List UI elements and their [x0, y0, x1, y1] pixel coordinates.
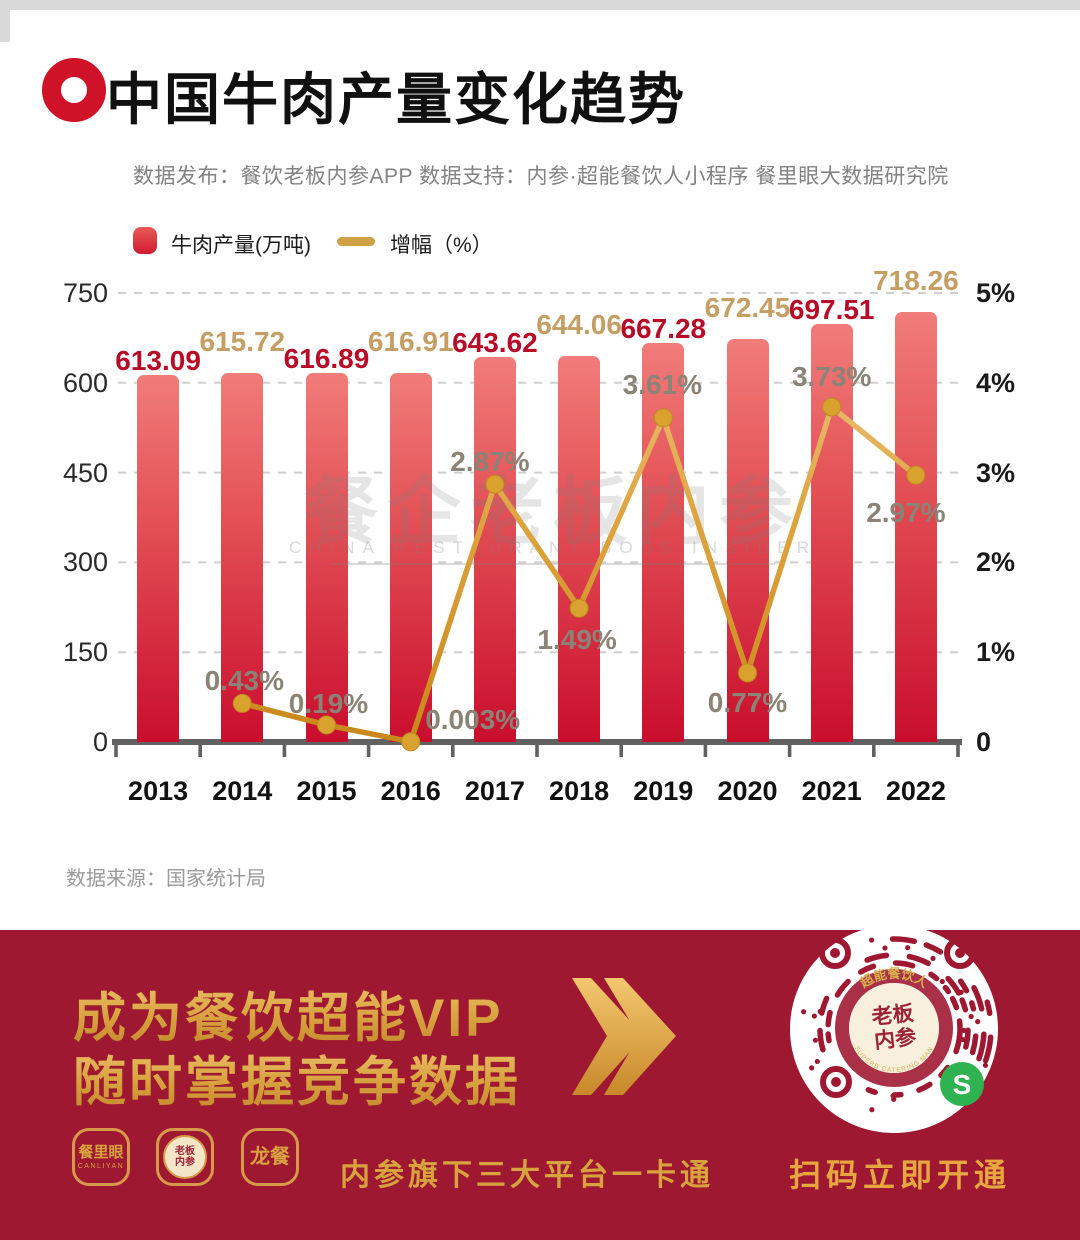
legend-line-swatch — [337, 237, 375, 246]
brand-ring-icon — [42, 58, 106, 122]
right-axis-tick-2%: 2% — [976, 547, 1016, 578]
page-subtitle: 数据发布：餐饮老板内参APP 数据支持：内参·超能餐饮人小程序 餐里眼大数据研究… — [133, 165, 949, 188]
app-logo-canliyan-label: 餐里眼 — [78, 1144, 124, 1161]
seal-emblem-icon: 老板 内参 — [163, 1135, 207, 1179]
growth-label-2019: 3.61% — [622, 368, 702, 400]
app-logo-longcan-label: 龙餐 — [250, 1145, 290, 1168]
left-axis-tick-300: 300 — [62, 547, 108, 578]
growth-label-2016: 0.003% — [425, 703, 521, 735]
growth-label-2022: 2.97% — [866, 497, 946, 529]
bar-2013 — [137, 374, 180, 742]
left-axis-tick-600: 600 — [62, 367, 108, 398]
platforms-caption: 内参旗下三大平台一卡通 — [340, 1159, 714, 1192]
legend-line-label: 增幅（%） — [390, 234, 493, 257]
watermark-subtext: CHINA RESTAURANT BOSS INSIDER — [289, 538, 817, 557]
x-axis-label-2017: 2017 — [464, 776, 525, 806]
x-axis-label-2020: 2020 — [717, 776, 778, 806]
bar-value-label-2015: 616.89 — [283, 342, 370, 374]
right-axis-tick-4%: 4% — [976, 367, 1016, 398]
screenshot-edge-strip — [0, 0, 1080, 10]
x-axis-label-2018: 2018 — [549, 776, 610, 806]
bar-value-label-2018: 644.06 — [536, 309, 622, 341]
page-title: 中国牛肉产量变化趋势 — [106, 68, 686, 131]
x-axis-label-2019: 2019 — [633, 776, 694, 806]
banner-headline-line1: 成为餐饮超能VIP — [73, 976, 503, 1052]
x-axis-label-2021: 2021 — [801, 776, 862, 806]
x-axis-label-2013: 2013 — [128, 776, 189, 806]
scan-caption: 扫码立即开通 — [788, 1157, 1012, 1193]
bar-value-label-2021: 697.51 — [788, 294, 875, 326]
app-logo-longcan: 龙餐 — [241, 1128, 299, 1186]
growth-label-2015: 0.19% — [288, 687, 369, 719]
growth-label-2017: 2.87% — [450, 446, 530, 478]
x-axis-label-2015: 2015 — [296, 776, 357, 806]
bar-value-label-2014: 615.72 — [199, 326, 286, 358]
right-axis-tick-5%: 5% — [976, 278, 1016, 308]
right-axis-tick-3%: 3% — [976, 457, 1016, 488]
bar-value-label-2013: 613.09 — [115, 344, 201, 376]
app-logo-laoban-neican: 老板 内参 — [156, 1128, 214, 1186]
left-axis-tick-450: 450 — [62, 457, 108, 488]
left-axis-tick-750: 750 — [62, 278, 108, 308]
bar-value-label-2020: 672.45 — [704, 292, 791, 324]
bar-value-label-2022: 718.26 — [873, 265, 959, 296]
bar-value-label-2017: 643.62 — [452, 326, 538, 358]
screenshot-edge-strip-left — [0, 0, 10, 42]
growth-label-2020: 0.77% — [707, 686, 788, 718]
x-axis-label-2016: 2016 — [380, 776, 441, 806]
legend-bar-swatch — [133, 227, 157, 254]
watermark-underline — [330, 563, 775, 565]
growth-label-2021: 3.73% — [791, 361, 872, 393]
left-axis-tick-150: 150 — [62, 637, 108, 668]
app-logo-canliyan: 餐里眼 CANLIYAN — [72, 1128, 130, 1186]
bar-value-label-2016: 616.91 — [367, 325, 454, 357]
banner-headline-line2: 随时掌握竞争数据 — [73, 1040, 521, 1116]
legend-bar-label: 牛肉产量(万吨) — [171, 234, 311, 257]
growth-label-2014: 0.43% — [204, 665, 284, 697]
left-axis-tick-0: 0 — [92, 727, 108, 757]
bar-value-label-2019: 667.28 — [620, 312, 707, 344]
app-logo-canliyan-sub: CANLIYAN — [77, 1163, 125, 1170]
right-axis-tick-0: 0 — [976, 727, 992, 757]
x-axis-label-2022: 2022 — [885, 776, 946, 806]
growth-label-2018: 1.49% — [537, 624, 617, 656]
x-axis-label-2014: 2014 — [212, 776, 273, 806]
right-axis-tick-1%: 1% — [976, 637, 1016, 668]
source-note: 数据来源：国家统计局 — [66, 868, 266, 890]
